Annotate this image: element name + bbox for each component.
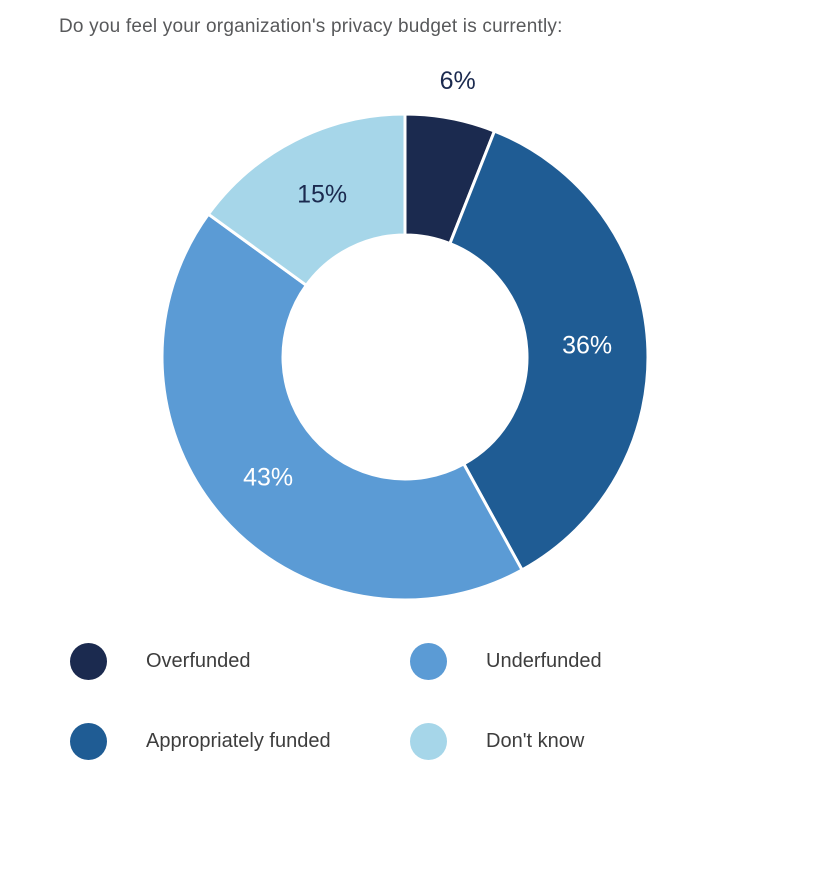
legend-item-appropriately-funded: Appropriately funded: [70, 723, 410, 760]
legend-item-dont-know: Don't know: [410, 723, 750, 760]
legend-swatch-appropriately-funded-icon: [70, 723, 107, 760]
donut-segment-underfunded: [160, 212, 524, 602]
legend-label-appropriately-funded: Appropriately funded: [146, 730, 331, 752]
legend-swatch-dont-know-icon: [410, 723, 447, 760]
legend-label-overfunded: Overfunded: [146, 650, 251, 672]
percent-label-don-t-know: 15%: [297, 180, 347, 208]
legend-swatch-overfunded-icon: [70, 643, 107, 680]
legend-label-dont-know: Don't know: [486, 730, 585, 752]
donut-chart: 6% 36% 43% 15%: [160, 67, 650, 602]
donut-segment-appropriately-funded: [448, 129, 650, 572]
legend-label-underfunded: Underfunded: [486, 650, 602, 672]
legend-item-underfunded: Underfunded: [410, 643, 750, 680]
donut-segment-don-t-know: [206, 112, 407, 287]
percent-label-overfunded: 6%: [440, 67, 476, 95]
legend: Overfunded Underfunded Appropriately fun…: [70, 643, 750, 760]
percent-label-appropriately-funded: 36%: [562, 332, 612, 360]
legend-item-overfunded: Overfunded: [70, 643, 410, 680]
chart-title: Do you feel your organization's privacy …: [59, 16, 563, 37]
legend-swatch-underfunded-icon: [410, 643, 447, 680]
percent-label-underfunded: 43%: [243, 464, 293, 492]
